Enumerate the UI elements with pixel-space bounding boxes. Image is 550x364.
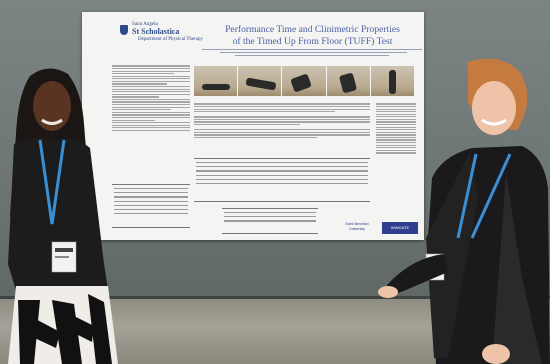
wall-base-strip xyxy=(0,296,550,299)
author-lines xyxy=(202,49,422,57)
institution-top: Saint Angela xyxy=(132,22,158,27)
photo-1 xyxy=(194,66,238,96)
woman-left xyxy=(8,68,118,364)
woman-right xyxy=(378,58,550,364)
left-text-column xyxy=(112,64,190,132)
sponsor-logo-1: Saint Benedict University xyxy=(345,222,369,231)
shield-icon xyxy=(120,25,128,35)
department-name: Department of Physical Therapy xyxy=(138,37,204,42)
research-poster: Saint Angela St Scholastica Department o… xyxy=(82,12,424,240)
institution-name: St Scholastica xyxy=(132,27,180,36)
sponsor-logo-2: WINGATE xyxy=(382,222,418,234)
photo-4 xyxy=(326,66,370,96)
results-table xyxy=(194,158,370,202)
right-text-column xyxy=(376,102,416,155)
left-table xyxy=(112,184,190,228)
photo-2 xyxy=(238,66,282,96)
poster-title-line-2: of the Timed Up From Floor (TUFF) Test xyxy=(232,35,393,47)
poster-title: Performance Time and Clinimetric Propert… xyxy=(200,24,424,47)
photo-5 xyxy=(370,66,415,96)
middle-text-column xyxy=(194,102,370,140)
photo-strip xyxy=(194,66,415,96)
poster-title-line-1: Performance Time and Clinimetric Propert… xyxy=(225,24,400,35)
photo-3 xyxy=(282,66,326,96)
reliability-table xyxy=(222,208,318,234)
